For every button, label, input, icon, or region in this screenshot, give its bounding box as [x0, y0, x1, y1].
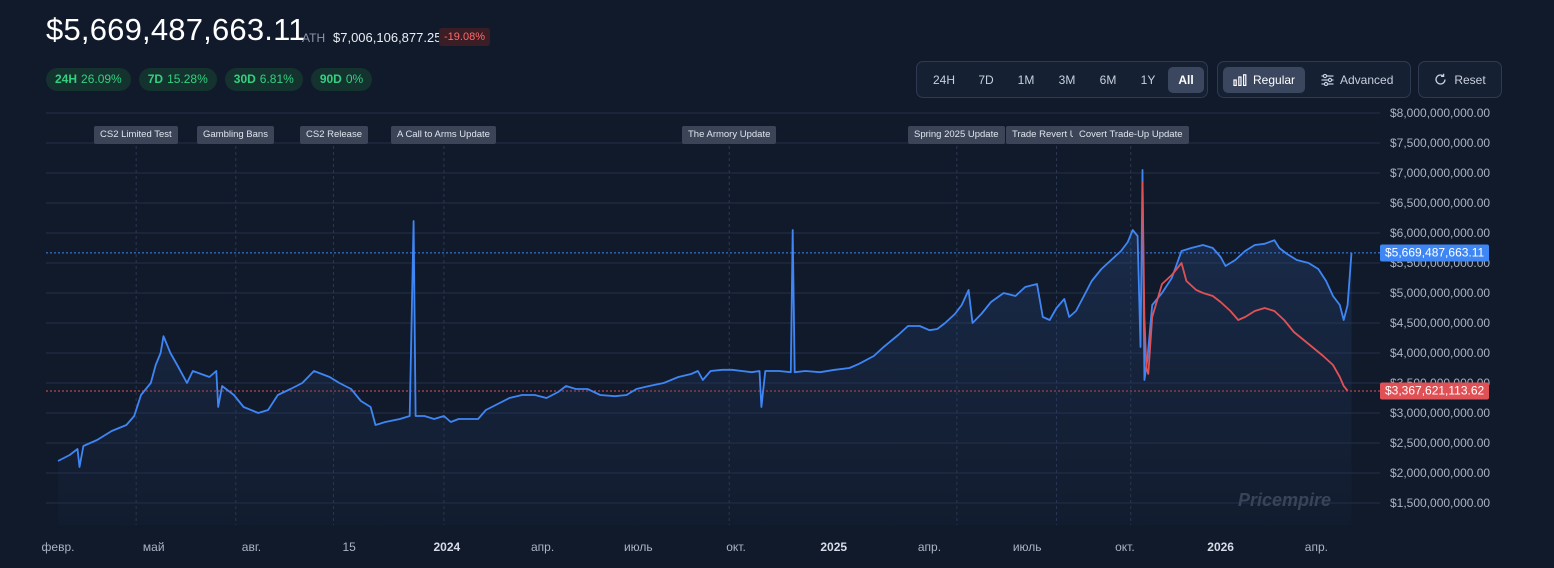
event-chip[interactable]: CS2 Release — [300, 126, 368, 144]
x-tick-label: 2025 — [820, 540, 848, 554]
refresh-icon — [1435, 73, 1446, 85]
change-pill-30d: 30D 6.81% — [224, 68, 303, 91]
y-tick-label: $7,500,000,000.00 — [1390, 136, 1491, 150]
current-price-tag: $5,669,487,663.11 — [1380, 244, 1490, 262]
event-chip[interactable]: The Armory Update — [682, 126, 777, 144]
bar-chart-icon — [1233, 74, 1247, 86]
current-price-tag: $3,367,621,113.62 — [1380, 382, 1490, 400]
x-tick-label: 2026 — [1207, 540, 1234, 554]
y-tick-label: $2,500,000,000.00 — [1390, 436, 1491, 450]
change-pill-7d-period: 7D — [147, 72, 164, 86]
change-pills: 24H 26.09% 7D 15.28% 30D 6.81% 90D 0% — [46, 68, 373, 91]
event-chip[interactable]: Covert Trade-Up Update — [1073, 126, 1189, 144]
event-chip[interactable]: Spring 2025 Update — [908, 126, 1005, 144]
x-tick-label: апр. — [1304, 540, 1328, 554]
x-tick-label: окт. — [726, 540, 746, 554]
x-tick-label: июль — [623, 540, 653, 554]
ath-change-badge: -19.08% — [439, 28, 490, 46]
range-7d-button[interactable]: 7D — [978, 73, 994, 87]
change-pill-24h: 24H 26.09% — [46, 68, 131, 91]
chart-mode-selector: Regular Advanced — [1217, 61, 1411, 98]
change-pill-7d: 7D 15.28% — [138, 68, 217, 91]
regular-mode-button[interactable]: Regular — [1223, 67, 1306, 93]
ath-label: ATH — [302, 31, 326, 45]
y-tick-label: $6,000,000,000.00 — [1390, 226, 1491, 240]
range-1m-button[interactable]: 1M — [1017, 73, 1035, 87]
change-pill-7d-value: 15.28% — [167, 72, 208, 86]
series-area — [58, 170, 1352, 525]
x-tick-label: апр. — [530, 540, 555, 554]
y-tick-label: $7,000,000,000.00 — [1390, 166, 1491, 180]
watermark-text: Pricempire — [1238, 490, 1332, 510]
y-tick-label: $4,500,000,000.00 — [1390, 316, 1491, 330]
x-tick-label: апр. — [917, 540, 942, 554]
y-tick-label: $6,500,000,000.00 — [1390, 196, 1491, 210]
change-pill-30d-period: 30D — [233, 72, 256, 86]
change-pill-90d-period: 90D — [319, 72, 342, 86]
regular-mode-label: Regular — [1253, 73, 1296, 87]
reset-label: Reset — [1454, 72, 1486, 87]
range-1y-button[interactable]: 1Y — [1140, 73, 1156, 87]
y-tick-label: $4,000,000,000.00 — [1390, 346, 1491, 360]
x-tick-label: май — [142, 540, 165, 554]
x-tick-label: февр. — [41, 540, 75, 554]
sliders-icon — [1321, 74, 1334, 86]
y-tick-label: $5,000,000,000.00 — [1390, 286, 1491, 300]
range-3m-button[interactable]: 3M — [1058, 73, 1076, 87]
advanced-mode-button[interactable]: Advanced — [1321, 67, 1393, 93]
y-tick-label: $1,500,000,000.00 — [1390, 496, 1491, 510]
x-tick-label: июль — [1012, 540, 1042, 554]
x-tick-label: 2024 — [433, 540, 461, 554]
x-tick-label: окт. — [1115, 540, 1135, 554]
range-all-button[interactable]: All — [1168, 67, 1204, 93]
y-tick-label: $3,000,000,000.00 — [1390, 406, 1491, 420]
reset-button[interactable]: Reset — [1418, 61, 1502, 98]
x-tick-label: авг. — [241, 540, 262, 554]
event-chip[interactable]: Gambling Bans — [197, 126, 274, 144]
change-pill-24h-period: 24H — [55, 72, 78, 86]
y-tick-label: $8,000,000,000.00 — [1390, 106, 1491, 120]
y-tick-label: $2,000,000,000.00 — [1390, 466, 1491, 480]
pricempire-watermark: Pricempire — [1238, 490, 1331, 511]
series-line-blue — [57, 169, 1353, 468]
event-chip[interactable]: CS2 Limited Test — [94, 126, 178, 144]
x-tick-label: 15 — [342, 540, 356, 554]
advanced-mode-label: Advanced — [1340, 73, 1394, 87]
change-pill-30d-value: 6.81% — [259, 72, 294, 86]
time-range-selector: 24H 7D 1M 3M 6M 1Y All — [916, 61, 1208, 98]
series-line-red — [1141, 181, 1349, 392]
current-price: $5,669,487,663.11 — [46, 12, 306, 47]
event-chip[interactable]: A Call to Arms Update — [391, 126, 496, 144]
change-pill-90d: 90D 0% — [310, 68, 373, 91]
change-pill-90d-value: 0% — [345, 72, 364, 86]
ath-value: $7,006,106,877.25 — [333, 30, 442, 45]
range-24h-button[interactable]: 24H — [932, 73, 955, 87]
change-pill-24h-value: 26.09% — [81, 72, 122, 86]
range-6m-button[interactable]: 6M — [1099, 73, 1117, 87]
